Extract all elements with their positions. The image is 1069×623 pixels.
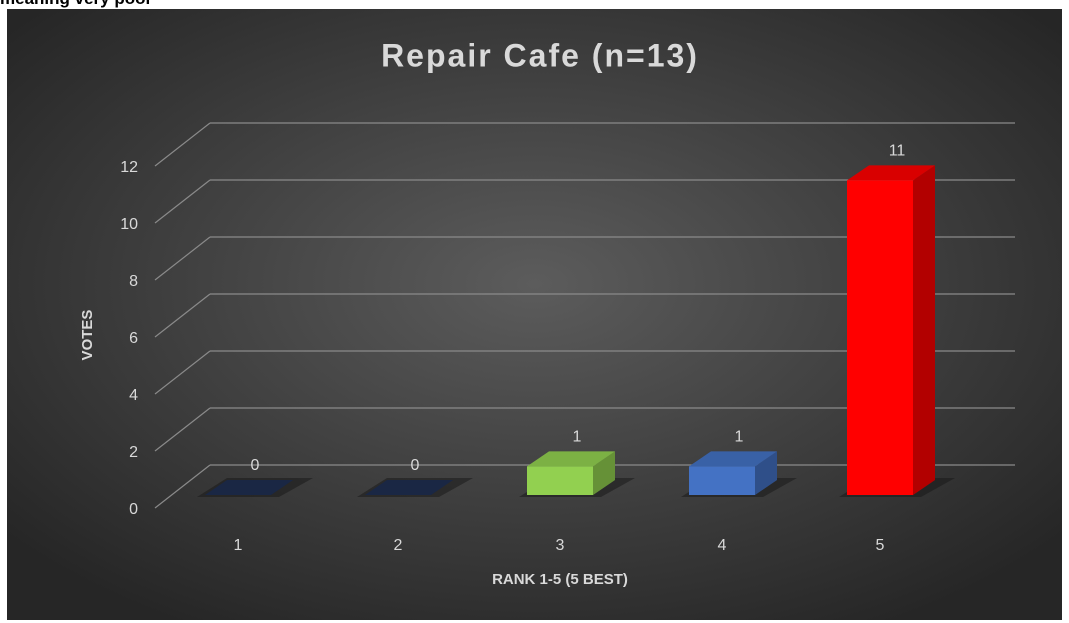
data-label: 1	[573, 429, 582, 446]
bar-top	[205, 480, 293, 495]
bar-top	[689, 451, 777, 467]
grid-line-side	[154, 122, 211, 167]
x-tick-label: 2	[394, 537, 403, 554]
bar	[527, 466, 593, 495]
bar-side-shade	[913, 165, 935, 495]
y-tick-label: 0	[129, 501, 138, 518]
bar-top-shade	[847, 165, 935, 181]
bar-side-shade	[593, 451, 615, 495]
data-label: 1	[735, 429, 744, 446]
chart-title: Repair Cafe (n=13)	[381, 37, 699, 73]
bar	[847, 180, 913, 495]
bar-side	[593, 451, 615, 495]
bar-side	[755, 451, 777, 495]
bar-top-shade	[689, 451, 777, 467]
y-tick-label: 4	[129, 387, 138, 404]
header-text: meaning very poor	[0, 0, 152, 9]
data-label: 11	[889, 143, 906, 160]
grid-line-side	[154, 293, 211, 338]
grid-line-side	[154, 236, 211, 281]
bar-top-shade	[205, 480, 293, 495]
x-tick-label: 5	[876, 537, 885, 554]
x-tick-label: 3	[556, 537, 565, 554]
grid-line-side	[154, 350, 211, 395]
y-tick-label: 2	[129, 444, 138, 461]
y-tick-label: 10	[120, 216, 138, 233]
data-label: 0	[251, 457, 260, 474]
grid-line-side	[154, 179, 211, 224]
x-axis-title: RANK 1-5 (5 BEST)	[492, 571, 628, 588]
bar-top	[527, 451, 615, 467]
x-tick-label: 4	[718, 537, 727, 554]
y-tick-label: 6	[129, 330, 138, 347]
grid-line-side	[154, 407, 211, 452]
bar-side-shade	[755, 451, 777, 495]
bar-top-shade	[365, 480, 453, 495]
bar-top	[365, 480, 453, 495]
bar-top	[847, 165, 935, 181]
y-axis-title: VOTES	[79, 310, 96, 361]
bar-top-shade	[527, 451, 615, 467]
x-tick-label: 1	[234, 537, 243, 554]
bar-side	[913, 165, 935, 495]
grid-line-side	[154, 464, 211, 509]
y-tick-label: 12	[120, 159, 138, 176]
y-tick-label: 8	[129, 273, 138, 290]
bar	[689, 466, 755, 495]
data-label: 0	[411, 457, 420, 474]
